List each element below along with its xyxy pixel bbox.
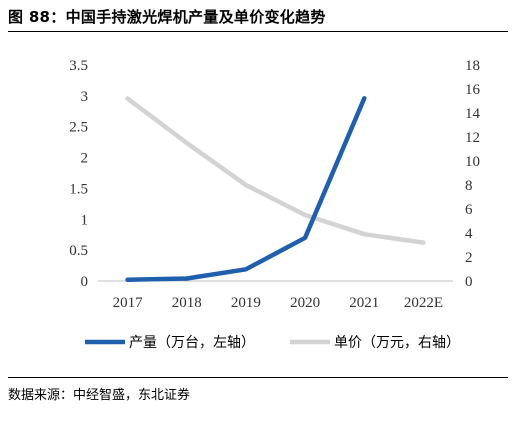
x-tick-label: 2022E xyxy=(404,295,443,311)
right-tick-label: 2 xyxy=(465,250,473,266)
left-tick-label: 0 xyxy=(81,274,89,290)
x-tick-label: 2021 xyxy=(349,295,379,311)
chart-legend: 产量（万台，左轴） 单价（万元，右轴） xyxy=(85,335,460,351)
right-tick-label: 0 xyxy=(465,274,473,290)
x-tick-label: 2019 xyxy=(231,295,261,311)
right-tick-label: 14 xyxy=(465,106,481,122)
series-line-price xyxy=(125,96,426,245)
left-axis-ticks: 0 0.5 1 1.5 2 2.5 3 3.5 xyxy=(69,58,88,290)
right-tick-label: 6 xyxy=(465,202,473,218)
source-note: 数据来源：中经智盛，东北证券 xyxy=(8,388,191,403)
left-tick-label: 2 xyxy=(81,151,89,167)
x-tick-label: 2018 xyxy=(172,295,202,311)
left-tick-label: 3 xyxy=(81,89,89,105)
right-tick-label: 8 xyxy=(465,178,473,194)
title-rule xyxy=(8,31,508,32)
legend-label-price: 单价（万元，右轴） xyxy=(334,335,460,351)
left-tick-label: 1 xyxy=(81,212,89,228)
right-axis-ticks: 0 2 4 6 8 10 12 14 16 18 xyxy=(465,58,481,290)
right-tick-label: 12 xyxy=(465,130,480,146)
source-rule xyxy=(8,377,508,378)
left-tick-label: 2.5 xyxy=(69,120,88,136)
x-tick-label: 2017 xyxy=(113,295,144,311)
figure-title: 图 88：中国手持激光焊机产量及单价变化趋势 xyxy=(8,8,326,26)
left-tick-label: 3.5 xyxy=(69,58,88,74)
left-tick-label: 1.5 xyxy=(69,181,88,197)
series-layer xyxy=(125,96,426,283)
legend-label-output: 产量（万台，左轴） xyxy=(129,335,255,351)
right-tick-label: 4 xyxy=(465,226,473,242)
right-tick-label: 10 xyxy=(465,154,480,170)
series-line-output xyxy=(125,96,367,283)
left-tick-label: 0.5 xyxy=(69,243,88,259)
x-tick-label: 2020 xyxy=(290,295,320,311)
right-tick-label: 16 xyxy=(465,82,481,98)
x-axis-ticks: 2017 2018 2019 2020 2021 2022E xyxy=(113,295,443,311)
right-tick-label: 18 xyxy=(465,58,480,74)
